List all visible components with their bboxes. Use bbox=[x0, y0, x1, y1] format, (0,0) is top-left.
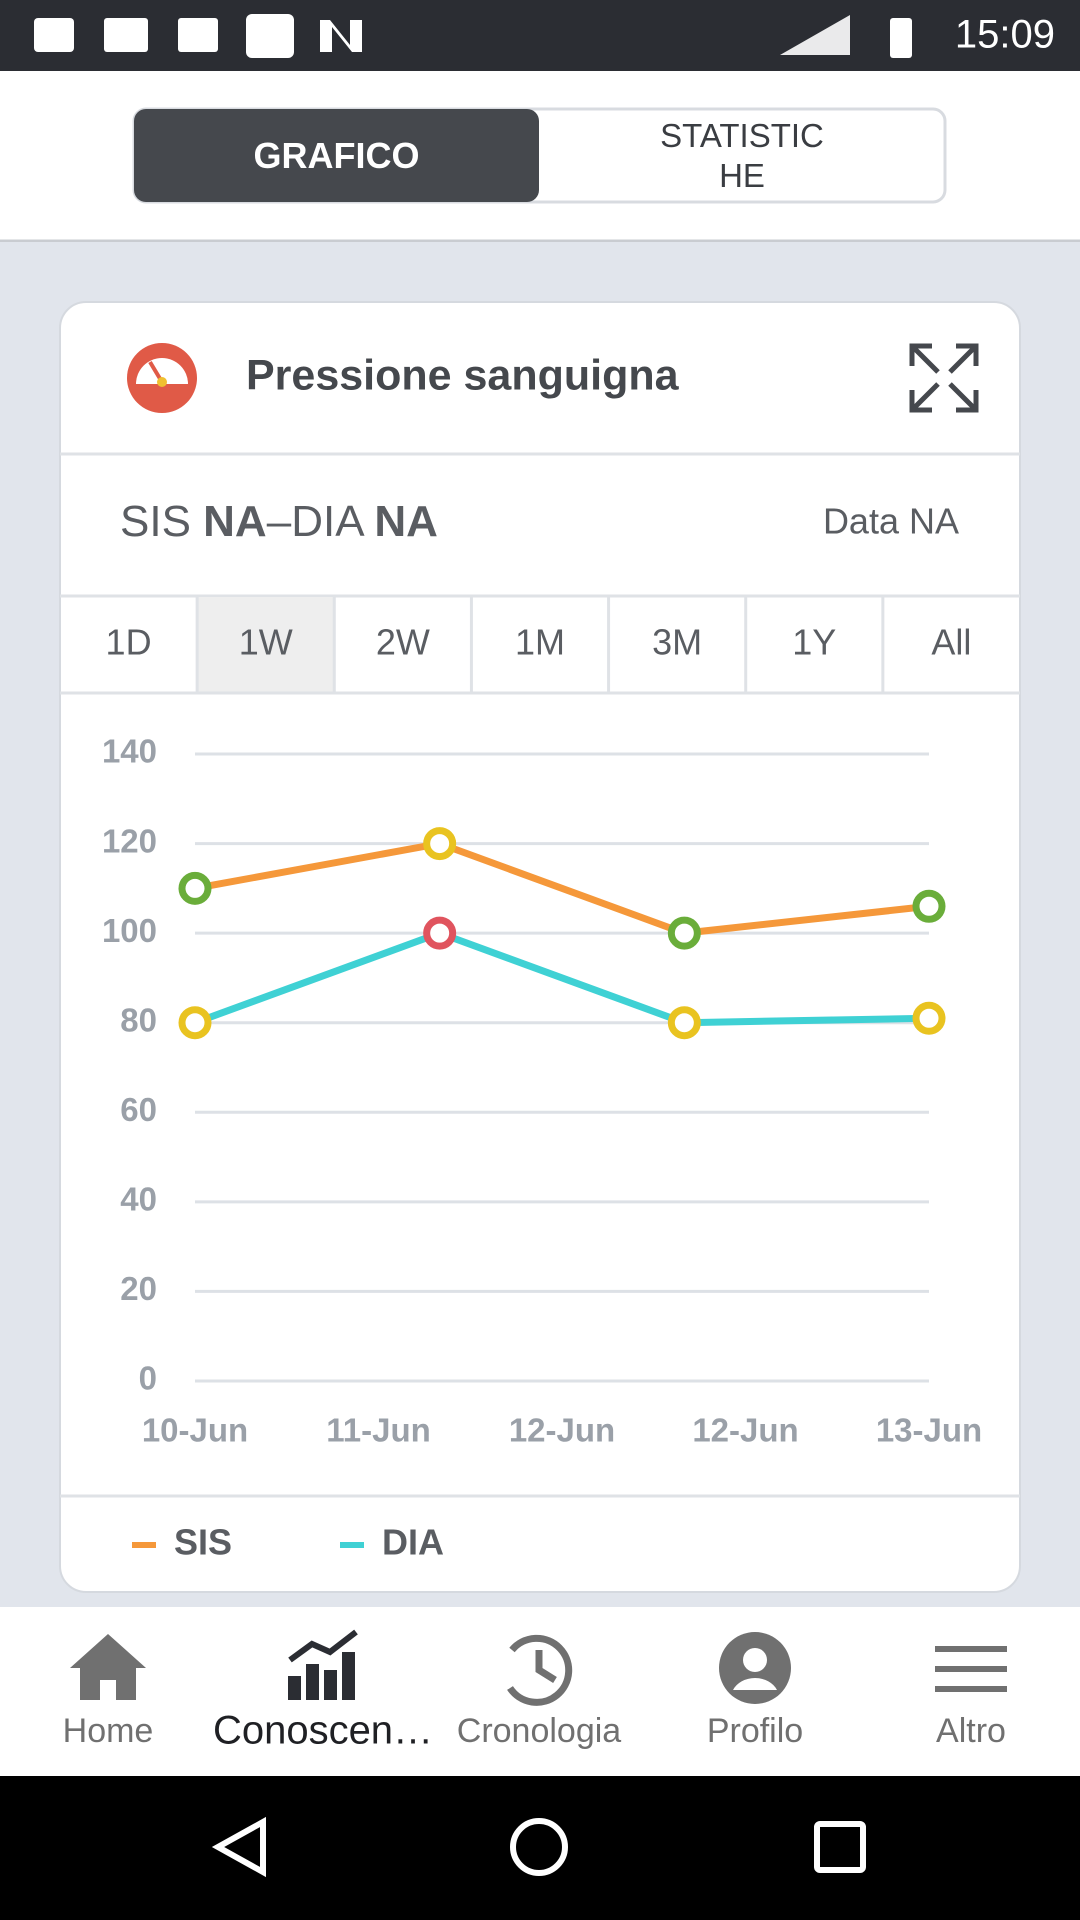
nav-label[interactable]: Profilo bbox=[707, 1712, 803, 1750]
range-button[interactable]: 2W bbox=[376, 622, 430, 663]
data-point bbox=[178, 871, 212, 905]
reading-date: Data NA bbox=[823, 501, 959, 542]
nav-icons bbox=[70, 1629, 1007, 1706]
bottom-nav bbox=[0, 1607, 1080, 1776]
y-tick-label: 140 bbox=[102, 733, 157, 770]
tab-grafico[interactable]: GRAFICO bbox=[253, 134, 420, 176]
legend-swatch bbox=[340, 1542, 364, 1548]
system-buttons[interactable] bbox=[211, 1816, 866, 1878]
series-line bbox=[193, 929, 930, 1027]
card-title: Pressione sanguigna bbox=[246, 351, 680, 399]
status-icons bbox=[34, 14, 912, 58]
y-tick-label: 40 bbox=[120, 1181, 157, 1218]
y-tick-label: 80 bbox=[120, 1001, 157, 1038]
x-tick-label: 11-Jun bbox=[326, 1412, 431, 1449]
x-tick-label: 12-Jun bbox=[692, 1412, 798, 1449]
y-tick-label: 60 bbox=[120, 1091, 157, 1128]
legend-label: DIA bbox=[382, 1522, 444, 1563]
expand-icon[interactable] bbox=[909, 343, 979, 413]
data-point bbox=[667, 1006, 701, 1040]
gauge-icon bbox=[127, 343, 197, 413]
range-button[interactable]: 1Y bbox=[792, 622, 836, 663]
data-point bbox=[423, 827, 457, 861]
tab-statistiche[interactable]: STATISTICHE bbox=[539, 108, 945, 203]
nav-label[interactable]: Altro bbox=[936, 1712, 1006, 1750]
range-button[interactable]: 3M bbox=[652, 622, 702, 663]
sis-value: NA bbox=[203, 497, 267, 546]
status-time: 15:09 bbox=[955, 13, 1055, 57]
tab-selected-bg bbox=[134, 109, 539, 202]
x-tick-label: 10-Jun bbox=[142, 1412, 248, 1449]
x-tick-label: 13-Jun bbox=[876, 1412, 982, 1449]
dia-label: DIA bbox=[291, 497, 365, 546]
data-point bbox=[912, 1001, 946, 1035]
range-button[interactable]: All bbox=[931, 622, 971, 663]
y-tick-label: 120 bbox=[102, 822, 157, 859]
dia-value: NA bbox=[374, 497, 438, 546]
data-point bbox=[178, 1006, 212, 1040]
separator: – bbox=[267, 497, 292, 546]
sis-label: SIS bbox=[120, 497, 191, 546]
status-bar bbox=[0, 0, 1080, 71]
system-nav bbox=[0, 1776, 1080, 1920]
legend-label: SIS bbox=[174, 1522, 232, 1563]
tab-label: STATISTICHE bbox=[660, 116, 824, 194]
nav-label[interactable]: Home bbox=[63, 1712, 154, 1750]
nav-label[interactable]: Conoscen… bbox=[213, 1709, 433, 1753]
range-button[interactable]: 1W bbox=[239, 622, 293, 663]
x-tick-label: 12-Jun bbox=[509, 1412, 615, 1449]
data-point bbox=[423, 916, 457, 950]
legend-swatch bbox=[132, 1542, 156, 1548]
reading: SIS NA–DIA NA bbox=[120, 497, 438, 546]
series-line bbox=[194, 839, 930, 937]
y-tick-label: 100 bbox=[102, 912, 157, 949]
range-selected-bg bbox=[197, 597, 333, 693]
y-tick-label: 0 bbox=[139, 1360, 157, 1397]
y-tick-label: 20 bbox=[120, 1270, 157, 1307]
nav-label[interactable]: Cronologia bbox=[457, 1712, 622, 1750]
data-point bbox=[912, 889, 946, 923]
card bbox=[59, 301, 1021, 1593]
range-button[interactable]: 1D bbox=[106, 622, 152, 663]
data-point bbox=[667, 916, 701, 950]
range-button[interactable]: 1M bbox=[515, 622, 565, 663]
